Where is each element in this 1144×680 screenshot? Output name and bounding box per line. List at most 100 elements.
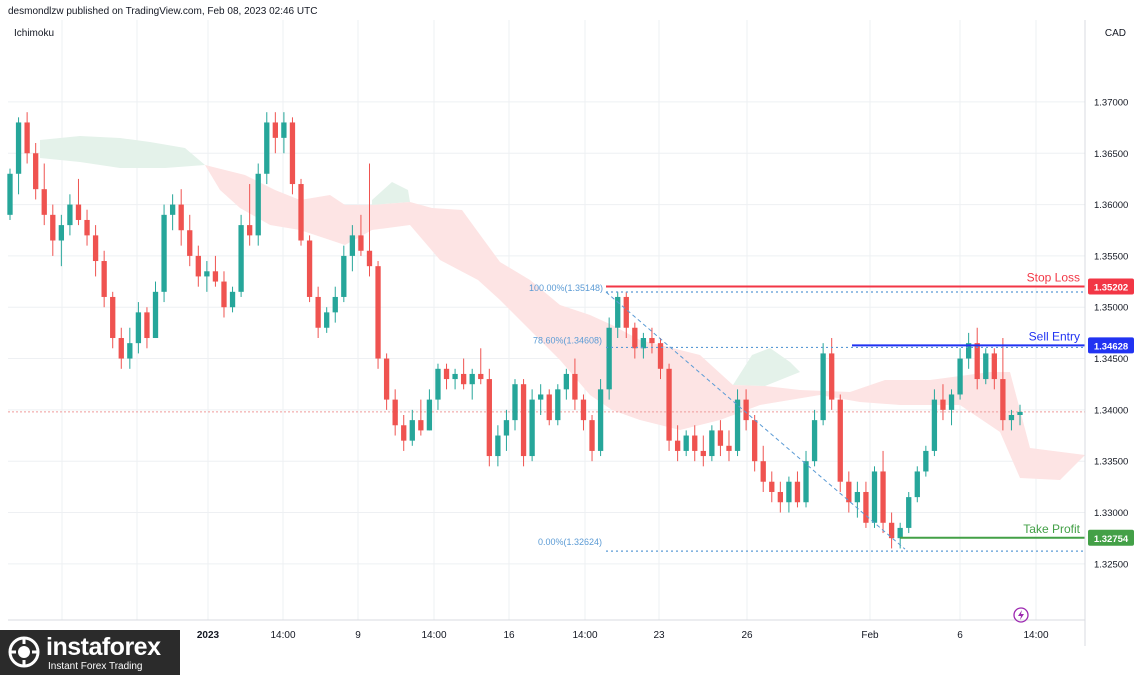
candle-body bbox=[349, 235, 356, 256]
candle bbox=[760, 445, 766, 492]
candle-body bbox=[41, 189, 47, 215]
candle-body bbox=[332, 296, 338, 313]
candle-body bbox=[597, 389, 604, 451]
candle-body bbox=[495, 435, 501, 457]
candle bbox=[75, 178, 82, 226]
candle bbox=[743, 389, 749, 431]
x-tick-label: 14:00 bbox=[572, 630, 597, 641]
ichimoku-cloud-bullish bbox=[40, 136, 205, 168]
candle-body bbox=[615, 296, 621, 328]
candle-body bbox=[255, 173, 261, 236]
candle bbox=[195, 245, 201, 287]
candle bbox=[674, 425, 681, 462]
sell-entry-label: Sell Entry bbox=[1029, 329, 1080, 343]
candle-body bbox=[991, 353, 997, 380]
candle-body bbox=[931, 399, 938, 451]
candle-body bbox=[426, 399, 433, 431]
candle bbox=[880, 450, 886, 534]
candle-body bbox=[871, 471, 878, 523]
candle bbox=[110, 291, 116, 349]
candle-body bbox=[743, 399, 749, 421]
candle-body bbox=[409, 420, 415, 441]
candle bbox=[341, 245, 347, 303]
candle-body bbox=[820, 353, 826, 421]
candle-body bbox=[940, 399, 946, 410]
candle bbox=[640, 332, 647, 359]
candle bbox=[452, 368, 458, 390]
candle bbox=[948, 389, 955, 426]
x-tick-label: 23 bbox=[653, 630, 665, 641]
candle-body bbox=[726, 445, 732, 451]
candle bbox=[169, 194, 176, 231]
candle bbox=[478, 348, 484, 385]
candle-body bbox=[50, 214, 56, 241]
candle bbox=[606, 317, 612, 400]
candle-body bbox=[366, 250, 373, 267]
candle-body bbox=[33, 153, 39, 190]
candle-body bbox=[957, 358, 963, 395]
candle-body bbox=[127, 343, 133, 359]
y-tick-label: 1.36500 bbox=[1094, 149, 1128, 160]
candle bbox=[649, 327, 655, 354]
candle-body bbox=[700, 450, 706, 457]
candle-body bbox=[1000, 379, 1006, 421]
y-tick-label: 1.33000 bbox=[1094, 508, 1128, 519]
candle bbox=[1008, 409, 1015, 431]
candle bbox=[777, 481, 783, 513]
x-tick-label: 2023 bbox=[197, 630, 220, 641]
take-profit-label: Take Profit bbox=[1023, 522, 1080, 536]
candle-body bbox=[503, 420, 510, 436]
candle bbox=[1000, 338, 1006, 431]
candle-body bbox=[392, 399, 398, 426]
candle bbox=[332, 286, 338, 323]
y-tick-label: 1.37000 bbox=[1094, 97, 1128, 108]
candle-body bbox=[24, 122, 30, 154]
candle bbox=[897, 522, 903, 549]
ichimoku-cloud-bullish bbox=[733, 348, 800, 386]
candle-body bbox=[529, 399, 535, 457]
candle-body bbox=[383, 358, 390, 400]
x-tick-label: Feb bbox=[861, 630, 879, 641]
candle bbox=[991, 348, 997, 390]
candle bbox=[58, 214, 65, 267]
candle-body bbox=[144, 312, 150, 339]
candle-body bbox=[324, 312, 330, 328]
logo-icon bbox=[8, 636, 40, 668]
candle-body bbox=[829, 353, 835, 400]
candle bbox=[247, 184, 253, 246]
candle bbox=[974, 327, 980, 390]
candle bbox=[435, 363, 441, 410]
candle bbox=[469, 368, 475, 400]
candle bbox=[418, 399, 424, 436]
candle bbox=[871, 466, 878, 528]
candle-body bbox=[75, 204, 82, 220]
candle-body bbox=[512, 384, 518, 421]
candle bbox=[657, 338, 664, 380]
candle-body bbox=[1017, 411, 1023, 415]
candle bbox=[512, 379, 518, 431]
candle bbox=[383, 353, 390, 410]
x-tick-label: 26 bbox=[741, 630, 753, 641]
candle-body bbox=[640, 338, 647, 349]
candle-body bbox=[110, 296, 116, 339]
candle-body bbox=[837, 399, 843, 482]
indicator-label[interactable]: Ichimoku bbox=[14, 28, 55, 39]
lightning-icon[interactable] bbox=[1013, 607, 1029, 623]
candle-body bbox=[212, 271, 219, 282]
candle bbox=[187, 214, 193, 267]
candle bbox=[597, 379, 604, 457]
candle bbox=[709, 425, 715, 462]
publish-info: desmondlzw published on TradingView.com,… bbox=[8, 6, 318, 17]
candle bbox=[623, 291, 629, 339]
candle bbox=[152, 281, 159, 339]
candle bbox=[700, 435, 706, 467]
candle-body bbox=[281, 122, 287, 138]
candle-body bbox=[460, 373, 467, 385]
fib-trend-line bbox=[605, 291, 906, 550]
y-tick-label: 1.34500 bbox=[1094, 354, 1128, 365]
candle-body bbox=[948, 394, 955, 410]
candle-body bbox=[1008, 415, 1015, 421]
candle bbox=[837, 394, 843, 492]
